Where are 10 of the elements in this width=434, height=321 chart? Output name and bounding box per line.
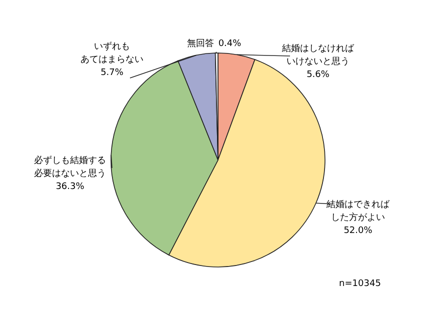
data-label: 5.7%	[100, 68, 124, 78]
data-label: 36.3%	[56, 182, 85, 192]
slice-label: 無回答	[186, 39, 214, 49]
slice-label: いずれもあてはまらない	[80, 41, 144, 65]
data-label: 5.6%	[306, 70, 330, 80]
data-label: 0.4%	[218, 39, 242, 49]
data-label: 52.0%	[344, 226, 373, 236]
slice-label: 結婚はしなければいけないと思う	[281, 43, 355, 67]
slice-label: 必ずしも結婚する必要はないと思う	[34, 155, 106, 179]
text: n=10345	[339, 279, 381, 289]
